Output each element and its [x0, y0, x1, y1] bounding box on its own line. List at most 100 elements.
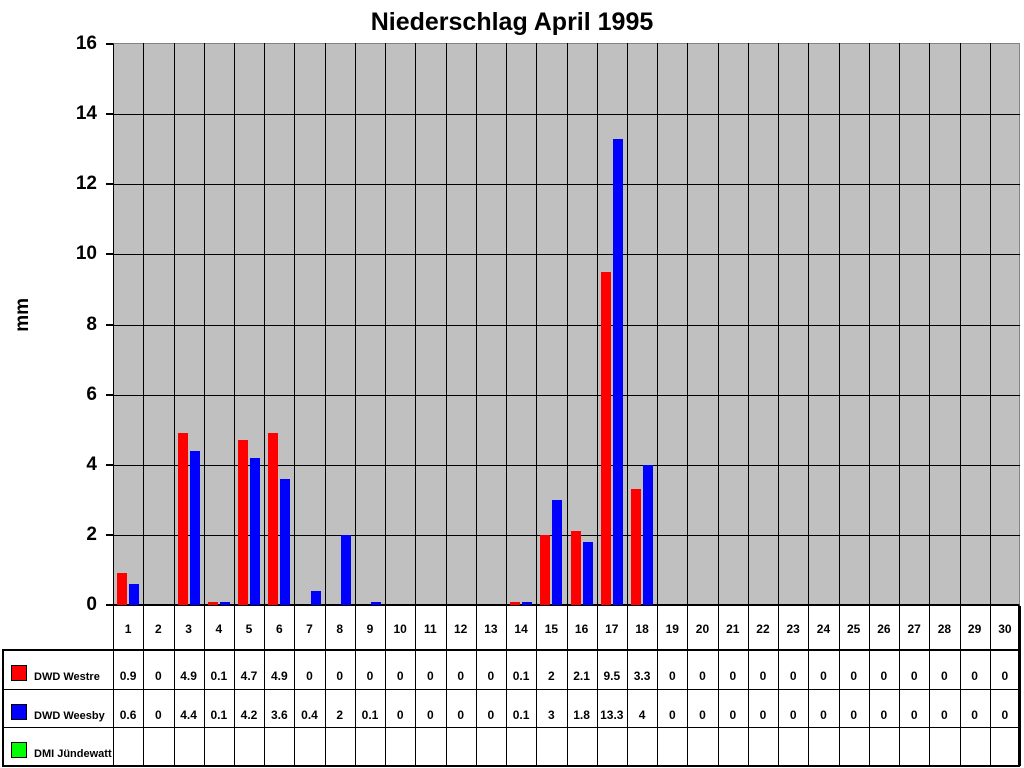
v-gridline: [899, 43, 901, 606]
table-outline: [2, 649, 1020, 767]
value-cell: 2.1: [573, 669, 590, 683]
day-label: 9: [366, 622, 374, 636]
table-row-line: [2, 727, 1020, 728]
value-cell: 0: [759, 708, 767, 722]
table-column-line: [203, 606, 205, 766]
table-column-line: [929, 606, 931, 766]
value-cell: 0: [457, 669, 465, 683]
table-column-line: [627, 606, 628, 766]
value-cell: 0: [699, 708, 706, 722]
day-label: 6: [275, 622, 283, 636]
value-cell: 0.1: [210, 669, 228, 683]
table-column-line: [717, 606, 719, 766]
y-tick: [106, 183, 113, 186]
y-tick-label: 2: [86, 523, 97, 545]
dwd-westre-bar: [570, 531, 581, 605]
value-cell: 0: [729, 708, 737, 722]
day-label: 24: [816, 622, 831, 636]
day-label: 8: [336, 622, 344, 636]
v-gridline: [808, 43, 810, 606]
table-column-line: [173, 606, 175, 766]
day-label: 22: [756, 622, 770, 636]
dwd-westre-bar: [631, 489, 642, 605]
y-tick-label: 6: [86, 383, 97, 405]
dwd-westre-bar: [600, 271, 611, 605]
value-cell: 0: [154, 669, 162, 683]
value-cell: 0: [789, 708, 797, 722]
table-column-line: [415, 606, 417, 766]
value-cell: 1.8: [573, 708, 590, 722]
v-gridline: [989, 43, 991, 606]
dwd-westre-bar: [510, 601, 521, 605]
day-label: 26: [877, 622, 891, 636]
value-cell: 0: [154, 708, 162, 722]
dwd-weesby-bar: [189, 450, 200, 605]
dwd-weesby-bar: [582, 541, 593, 605]
v-gridline: [506, 43, 507, 606]
v-gridline: [324, 43, 326, 606]
y-tick-label: 10: [75, 243, 97, 265]
value-cell: 0: [880, 669, 888, 683]
table-column-line: [747, 606, 749, 766]
v-gridline: [354, 43, 356, 606]
table-column-line: [566, 606, 568, 766]
v-gridline: [445, 43, 447, 606]
value-cell: 0: [880, 708, 888, 722]
value-cell: 0.1: [210, 708, 228, 722]
value-cell: 0.9: [119, 669, 137, 683]
v-gridline: [868, 43, 870, 606]
dwd-weesby-bar: [250, 457, 261, 605]
y-tick: [106, 393, 113, 396]
value-cell: 4.7: [240, 669, 258, 683]
value-cell: 0: [427, 669, 434, 683]
table-column-line: [445, 606, 447, 766]
v-gridline: [264, 43, 266, 606]
v-gridline: [203, 43, 205, 606]
value-cell: 13.3: [600, 708, 624, 722]
y-tick-label: 4: [86, 453, 97, 475]
table-column-line: [475, 606, 477, 766]
table-column-line: [536, 606, 538, 766]
day-label: 13: [484, 622, 498, 636]
value-cell: 0: [971, 708, 978, 722]
value-cell: 0.1: [361, 708, 379, 722]
dwd-weesby-bar: [310, 591, 321, 605]
table-column-line: [113, 606, 114, 766]
table-column-line: [657, 606, 659, 766]
value-cell: 2: [336, 708, 344, 722]
table-row-line: [2, 689, 1020, 690]
value-cell: 0: [306, 669, 313, 683]
table-column-line: [143, 606, 145, 766]
y-tick-label: 8: [86, 313, 97, 335]
y-tick: [106, 113, 113, 116]
day-label: 16: [574, 622, 589, 636]
y-tick: [106, 533, 113, 536]
v-gridline: [687, 43, 689, 606]
day-label: 1: [124, 622, 132, 636]
y-axis-title: mm: [12, 298, 33, 332]
dwd-weesby-bar: [371, 601, 381, 605]
v-gridline: [778, 43, 780, 606]
v-gridline: [475, 43, 477, 606]
v-gridline: [717, 43, 719, 606]
y-tick: [106, 323, 113, 326]
v-gridline: [173, 43, 175, 606]
value-cell: 2: [548, 669, 555, 683]
dwd-westre-bar: [268, 433, 279, 605]
value-cell: 0: [850, 669, 858, 683]
table-column-line: [868, 606, 870, 766]
value-cell: 4: [638, 708, 646, 722]
day-label: 2: [154, 622, 162, 636]
value-cell: 3.3: [633, 669, 651, 683]
legend-swatch-dwd-weesby: [11, 704, 27, 720]
value-cell: 0: [729, 669, 737, 683]
table-column-line: [506, 606, 507, 766]
y-tick: [106, 253, 113, 256]
day-label: 12: [454, 622, 468, 636]
dwd-westre-bar: [177, 433, 188, 605]
table-column-line: [1020, 606, 1021, 766]
v-gridline: [536, 43, 538, 606]
value-cell: 0: [820, 669, 827, 683]
table-column-line: [324, 606, 326, 766]
value-cell: 4.9: [180, 669, 197, 683]
